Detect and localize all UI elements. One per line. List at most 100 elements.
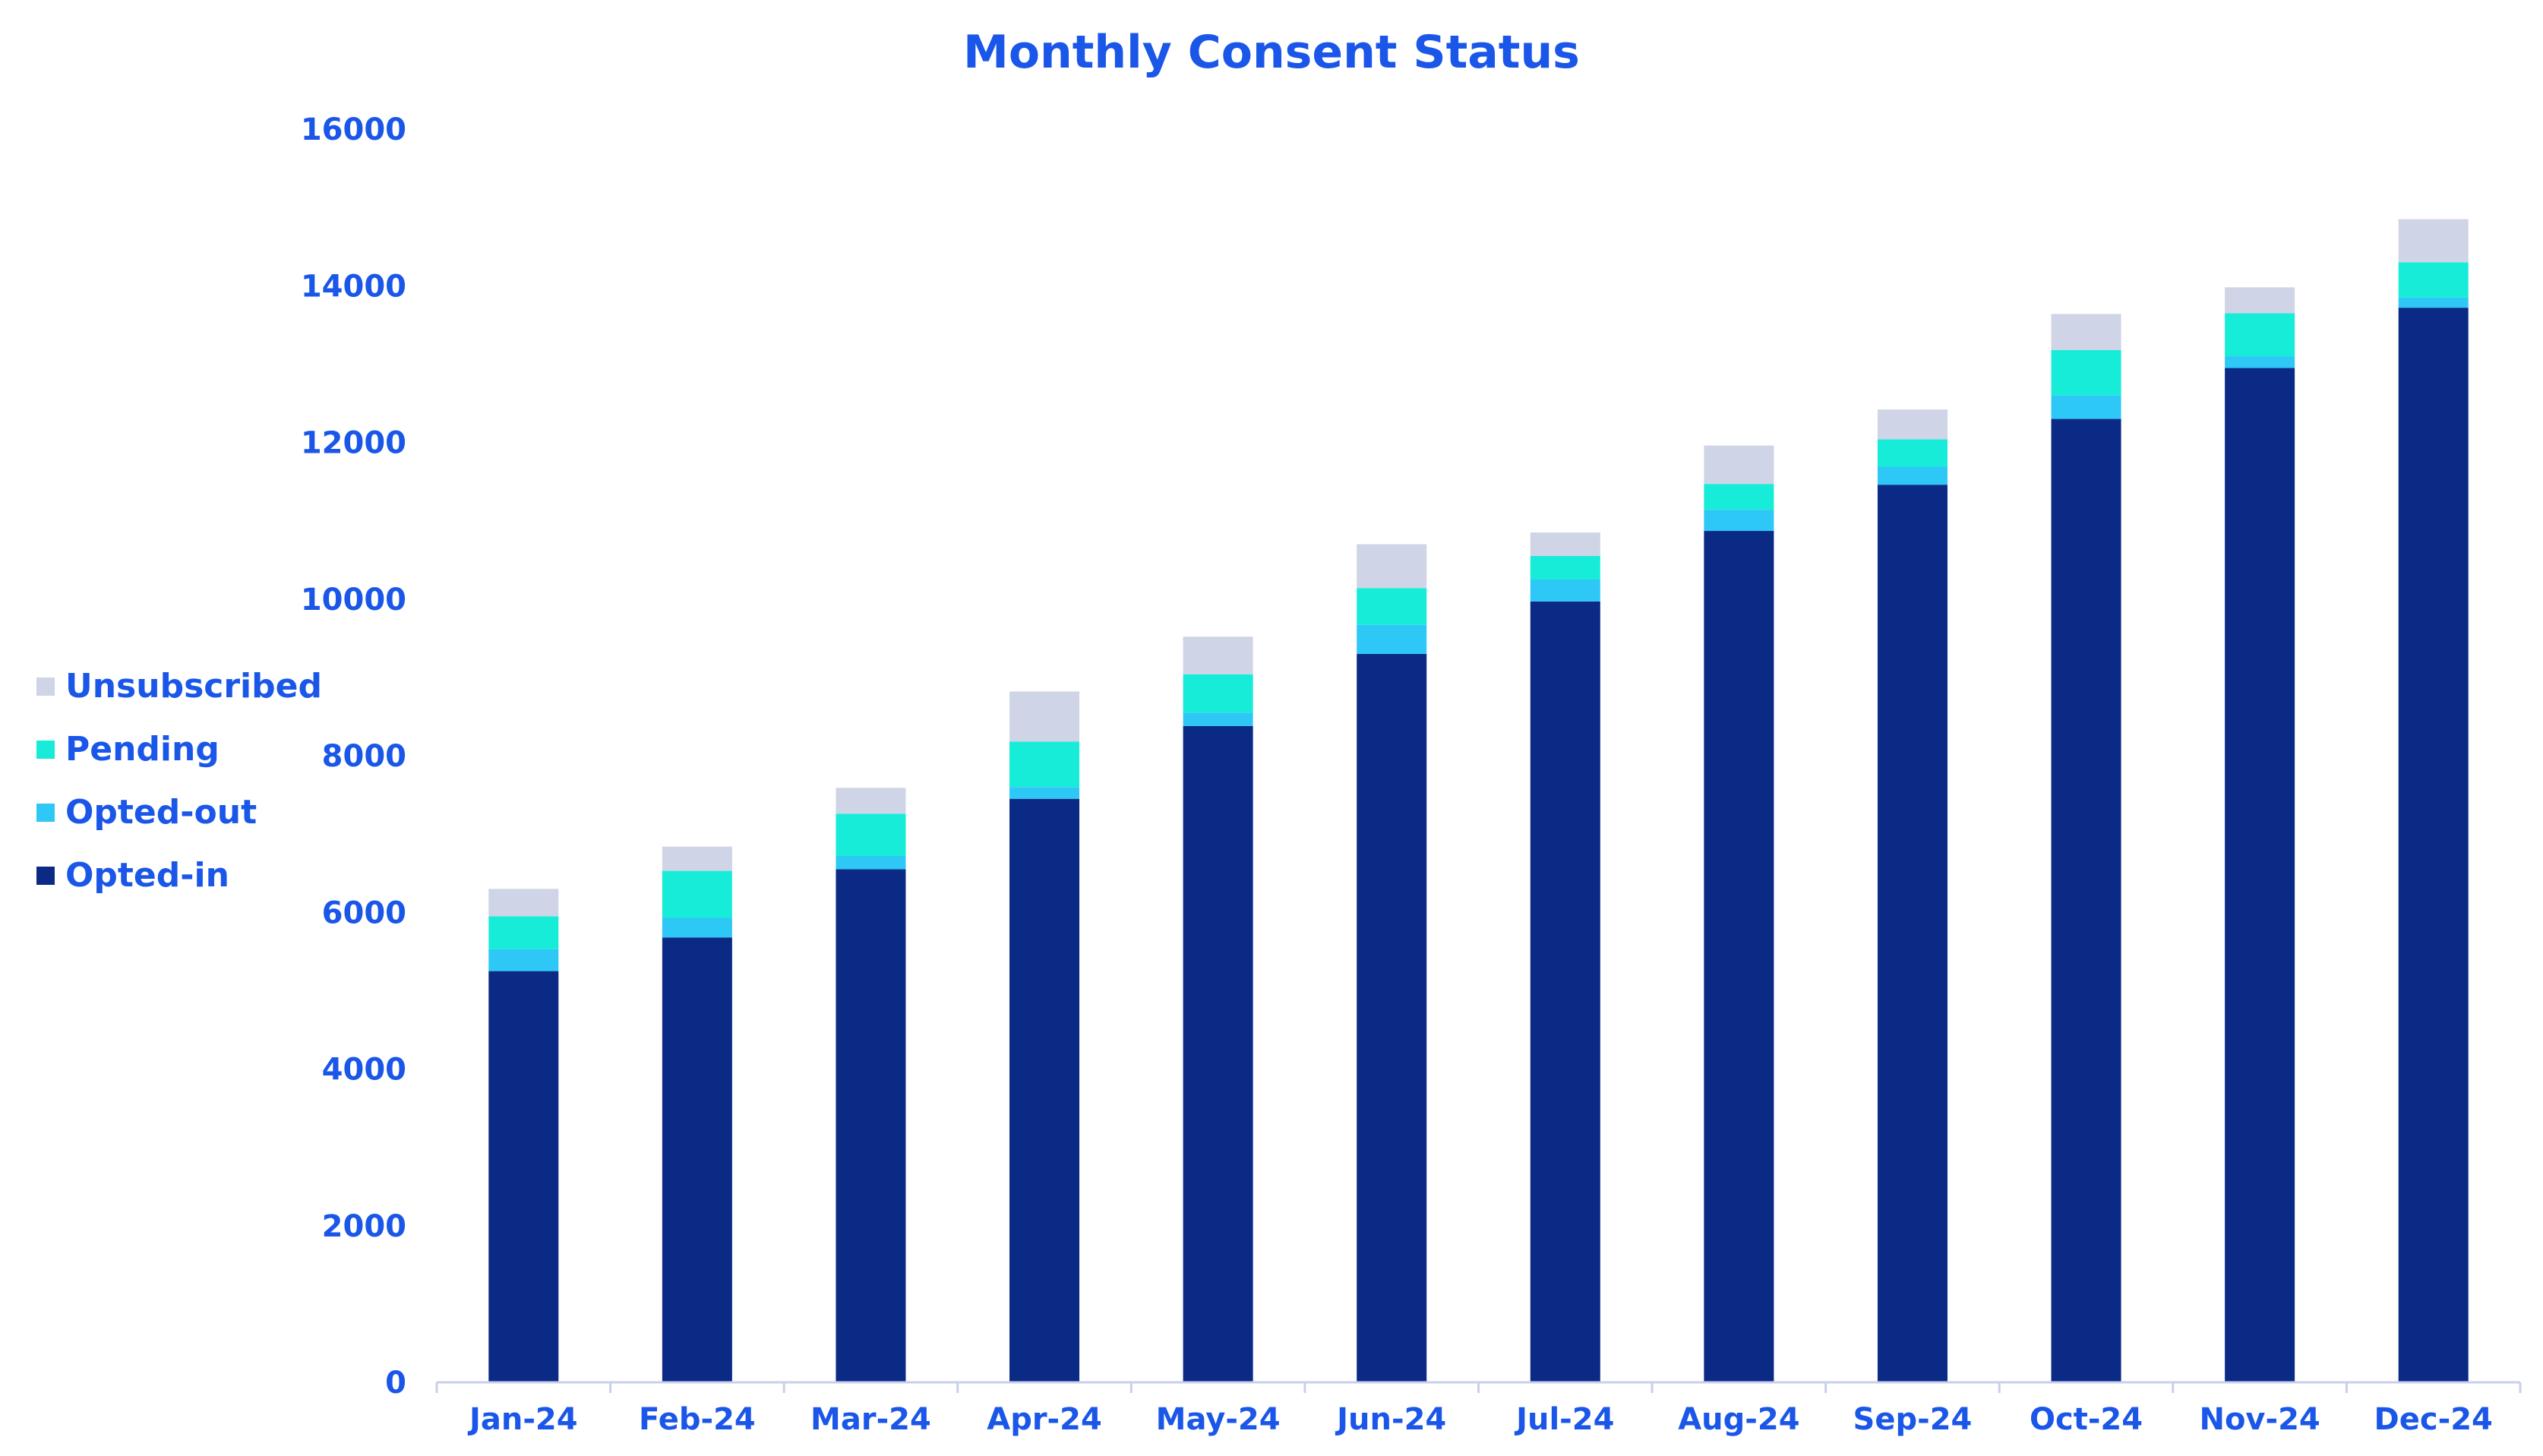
bar-opted-out-apr-24[interactable]	[1009, 787, 1080, 799]
bar-pending-dec-24[interactable]	[2398, 262, 2469, 298]
bar-pending-jul-24[interactable]	[1530, 556, 1600, 580]
y-tick-label: 4000	[322, 1053, 406, 1088]
y-tick-label: 10000	[301, 583, 406, 617]
bar-unsubscribed-jul-24[interactable]	[1530, 532, 1600, 557]
y-tick-label: 2000	[322, 1209, 406, 1244]
bar-pending-aug-24[interactable]	[1704, 484, 1774, 510]
y-tick-label: 0	[385, 1366, 406, 1401]
legend-swatch-opted-in	[36, 866, 55, 885]
bar-unsubscribed-nov-24[interactable]	[2225, 287, 2295, 314]
x-tick-label: Sep-24	[1853, 1402, 1973, 1437]
bar-stack-nov-24	[2225, 287, 2295, 1382]
bar-opted-in-jun-24[interactable]	[1357, 653, 1427, 1382]
bar-opted-in-may-24[interactable]	[1183, 725, 1253, 1382]
x-tick-label: Nov-24	[2199, 1402, 2320, 1437]
bar-unsubscribed-dec-24[interactable]	[2398, 219, 2469, 263]
bar-opted-in-jan-24[interactable]	[488, 971, 559, 1382]
bar-opted-in-oct-24[interactable]	[2051, 418, 2121, 1382]
legend-label-opted-out: Opted-out	[65, 793, 257, 832]
x-tick-label: Jun-24	[1335, 1402, 1446, 1437]
x-tick-label: Oct-24	[2030, 1402, 2143, 1437]
bar-opted-in-sep-24[interactable]	[1877, 485, 1948, 1382]
legend-item-opted-in[interactable]: Opted-in	[36, 844, 322, 907]
x-axis-labels: Jan-24 Feb-24 Mar-24 Apr-24 May-24 Jun-24 Jul-…	[467, 1402, 2493, 1437]
bar-pending-nov-24[interactable]	[2225, 313, 2295, 357]
bar-opted-in-jul-24[interactable]	[1530, 601, 1600, 1382]
bar-stack-jan-24	[488, 889, 559, 1382]
bar-opted-out-feb-24[interactable]	[662, 918, 732, 938]
bar-opted-out-jan-24[interactable]	[488, 949, 559, 971]
bar-pending-feb-24[interactable]	[662, 870, 732, 918]
bar-opted-out-sep-24[interactable]	[1877, 466, 1948, 485]
bar-pending-jun-24[interactable]	[1357, 588, 1427, 625]
x-tick-label: Apr-24	[987, 1402, 1102, 1437]
y-tick-label: 8000	[322, 739, 406, 774]
bar-unsubscribed-sep-24[interactable]	[1877, 409, 1948, 440]
bar-opted-out-may-24[interactable]	[1183, 712, 1253, 726]
bar-unsubscribed-feb-24[interactable]	[662, 846, 732, 871]
bar-pending-may-24[interactable]	[1183, 674, 1253, 713]
bar-opted-out-jun-24[interactable]	[1357, 624, 1427, 654]
bar-opted-in-aug-24[interactable]	[1704, 531, 1774, 1382]
bar-opted-in-feb-24[interactable]	[662, 937, 732, 1382]
bar-opted-out-nov-24[interactable]	[2225, 356, 2295, 368]
x-axis	[435, 1381, 2522, 1393]
bar-unsubscribed-may-24[interactable]	[1183, 636, 1253, 674]
x-tick-label: Feb-24	[639, 1402, 756, 1437]
bar-pending-apr-24[interactable]	[1009, 741, 1080, 788]
chart-title: Monthly Consent Status	[963, 26, 1580, 79]
bar-opted-out-dec-24[interactable]	[2398, 297, 2469, 308]
x-tick-label: Dec-24	[2374, 1402, 2493, 1437]
bar-opted-in-apr-24[interactable]	[1009, 798, 1080, 1382]
bar-opted-out-oct-24[interactable]	[2051, 395, 2121, 419]
bar-unsubscribed-apr-24[interactable]	[1009, 691, 1080, 742]
bar-unsubscribed-mar-24[interactable]	[836, 788, 906, 814]
bar-stack-oct-24	[2051, 314, 2121, 1382]
bar-stack-may-24	[1183, 636, 1253, 1382]
legend-item-unsubscribed[interactable]: Unsubscribed	[36, 655, 322, 718]
bar-opted-in-mar-24[interactable]	[836, 869, 906, 1382]
bar-stack-sep-24	[1877, 409, 1948, 1382]
chart-legend: Unsubscribed Pending Opted-out Opted-in	[36, 655, 322, 907]
x-tick-label: Aug-24	[1678, 1402, 1799, 1437]
bar-unsubscribed-jun-24[interactable]	[1357, 544, 1427, 589]
x-tick-label: Jul-24	[1514, 1402, 1614, 1437]
legend-item-opted-out[interactable]: Opted-out	[36, 781, 322, 844]
legend-swatch-opted-out	[36, 803, 55, 822]
bar-pending-sep-24[interactable]	[1877, 439, 1948, 467]
x-tick-label: Mar-24	[810, 1402, 931, 1437]
bar-opted-out-mar-24[interactable]	[836, 856, 906, 870]
bar-groups	[488, 219, 2469, 1382]
bar-stack-aug-24	[1704, 445, 1774, 1382]
bar-opted-in-nov-24[interactable]	[2225, 368, 2295, 1382]
bar-unsubscribed-jan-24[interactable]	[488, 889, 559, 917]
legend-swatch-pending	[36, 740, 55, 759]
legend-swatch-unsubscribed	[36, 677, 55, 696]
x-tick-label: Jan-24	[467, 1402, 578, 1437]
y-axis-ticks: 0 2000 4000 6000 8000 10000 12000 14000 16000	[301, 112, 406, 1401]
legend-label-unsubscribed: Unsubscribed	[65, 667, 322, 706]
bar-pending-oct-24[interactable]	[2051, 349, 2121, 396]
bar-unsubscribed-oct-24[interactable]	[2051, 314, 2121, 350]
bar-pending-jan-24[interactable]	[488, 916, 559, 949]
y-tick-label: 6000	[322, 895, 406, 930]
bar-stack-apr-24	[1009, 691, 1080, 1382]
legend-item-pending[interactable]: Pending	[36, 718, 322, 781]
bar-pending-mar-24[interactable]	[836, 813, 906, 856]
bar-stack-feb-24	[662, 846, 732, 1382]
y-tick-label: 12000	[301, 426, 406, 461]
bar-opted-out-jul-24[interactable]	[1530, 579, 1600, 602]
bar-stack-dec-24	[2398, 219, 2469, 1382]
legend-label-pending: Pending	[65, 730, 220, 769]
bar-stack-jun-24	[1357, 544, 1427, 1382]
bar-stack-jul-24	[1530, 532, 1600, 1382]
legend-label-opted-in: Opted-in	[65, 856, 229, 895]
bar-opted-in-dec-24[interactable]	[2398, 308, 2469, 1382]
y-tick-label: 16000	[301, 112, 406, 147]
bar-opted-out-aug-24[interactable]	[1704, 510, 1774, 532]
x-tick-label: May-24	[1156, 1402, 1281, 1437]
y-tick-label: 14000	[301, 269, 406, 304]
bar-unsubscribed-aug-24[interactable]	[1704, 445, 1774, 485]
